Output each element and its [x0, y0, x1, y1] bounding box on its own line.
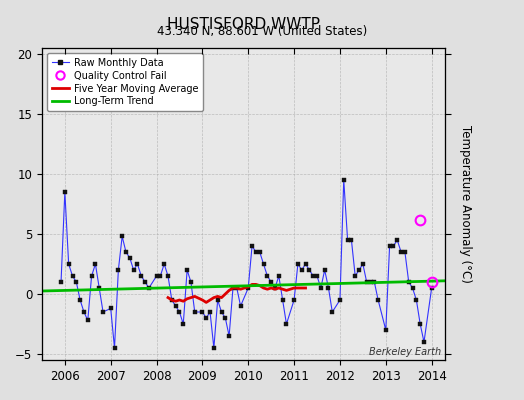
Raw Monthly Data [371, 280, 377, 284]
Raw Monthly Data [429, 286, 435, 290]
Five Year Moving Average [203, 300, 210, 305]
Raw Monthly Data [341, 178, 347, 182]
Five Year Moving Average [211, 295, 217, 300]
Line: Raw Monthly Data: Raw Monthly Data [59, 178, 433, 350]
Five Year Moving Average [219, 295, 225, 300]
Five Year Moving Average [268, 286, 274, 290]
Five Year Moving Average [237, 287, 244, 292]
Five Year Moving Average [199, 298, 205, 302]
Five Year Moving Average [272, 287, 278, 292]
Five Year Moving Average [291, 286, 297, 290]
Five Year Moving Average [226, 288, 232, 293]
Five Year Moving Average [230, 286, 236, 290]
Five Year Moving Average [169, 298, 175, 302]
Five Year Moving Average [192, 294, 198, 299]
Five Year Moving Average [253, 282, 259, 287]
Text: Berkeley Earth: Berkeley Earth [369, 347, 441, 357]
Title: HUSTISFORD WWTP: HUSTISFORD WWTP [167, 16, 320, 32]
Raw Monthly Data [383, 328, 389, 332]
Five Year Moving Average [299, 286, 305, 290]
Five Year Moving Average [295, 286, 301, 290]
Five Year Moving Average [283, 288, 290, 293]
Legend: Raw Monthly Data, Quality Control Fail, Five Year Moving Average, Long-Term Tren: Raw Monthly Data, Quality Control Fail, … [47, 53, 203, 111]
Raw Monthly Data [107, 306, 114, 311]
Five Year Moving Average [184, 296, 190, 301]
Five Year Moving Average [222, 292, 228, 296]
Five Year Moving Average [279, 287, 286, 292]
Raw Monthly Data [58, 280, 64, 284]
Five Year Moving Average [257, 283, 263, 288]
Five Year Moving Average [260, 286, 267, 290]
Five Year Moving Average [234, 286, 240, 290]
Raw Monthly Data [318, 286, 324, 290]
Line: Five Year Moving Average: Five Year Moving Average [168, 284, 305, 302]
Five Year Moving Average [180, 299, 187, 304]
Five Year Moving Average [264, 287, 270, 292]
Raw Monthly Data [172, 304, 179, 308]
Five Year Moving Average [276, 286, 282, 290]
Five Year Moving Average [249, 282, 255, 287]
Five Year Moving Average [302, 286, 309, 290]
Raw Monthly Data [112, 346, 118, 350]
Five Year Moving Average [165, 295, 171, 300]
Text: 43.340 N, 88.601 W (United States): 43.340 N, 88.601 W (United States) [157, 26, 367, 38]
Raw Monthly Data [417, 322, 423, 326]
Five Year Moving Average [176, 298, 182, 302]
Y-axis label: Temperature Anomaly (°C): Temperature Anomaly (°C) [460, 125, 473, 283]
Five Year Moving Average [172, 299, 179, 304]
Five Year Moving Average [188, 295, 194, 300]
Five Year Moving Average [245, 284, 252, 289]
Five Year Moving Average [214, 294, 221, 299]
Five Year Moving Average [207, 298, 213, 302]
